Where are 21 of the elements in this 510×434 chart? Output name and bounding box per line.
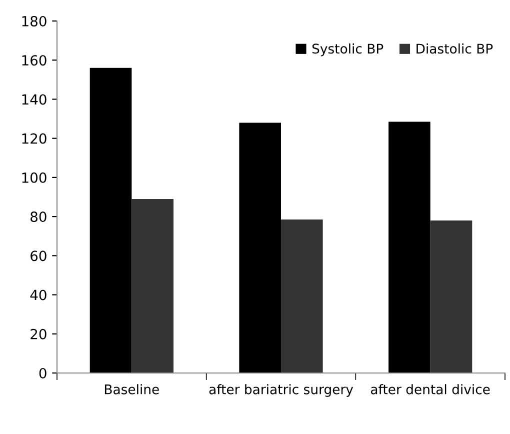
y-tick-label: 60 [30, 250, 46, 262]
y-tick-label: 40 [30, 290, 46, 300]
bar [388, 122, 430, 373]
y-tick-label: 180 [22, 16, 46, 26]
y-tick-label: 160 [22, 55, 46, 66]
y-tick-label: 140 [22, 94, 46, 105]
y-tick-label: 20 [30, 328, 46, 340]
y-tick-label: 100 [22, 172, 46, 183]
x-tick-label: after bariatric surgery [209, 384, 354, 397]
y-tick-label: 0 [39, 368, 46, 378]
y-tick-label: 120 [22, 133, 46, 144]
y-tick-label: 80 [30, 212, 46, 222]
x-tick-label: after dental divice [370, 384, 490, 394]
bar [90, 68, 132, 373]
bar [430, 220, 472, 373]
legend-label: Diastolic BP [416, 43, 493, 54]
x-tick-label: Baseline [104, 384, 159, 394]
bar [281, 219, 323, 373]
bar [132, 198, 174, 373]
legend-label: Systolic BP [312, 43, 384, 56]
bar [239, 122, 281, 373]
